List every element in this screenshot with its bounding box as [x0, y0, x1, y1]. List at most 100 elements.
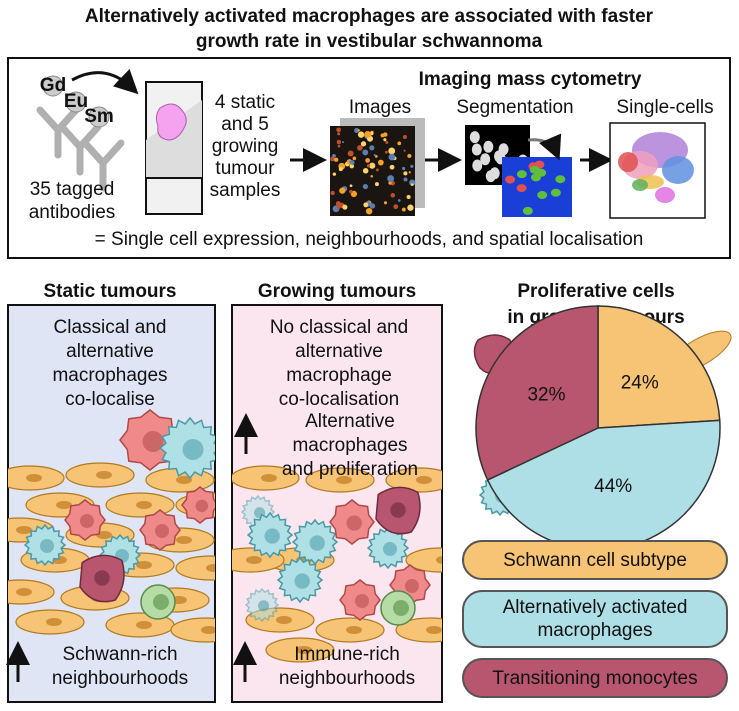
seg-cell — [555, 175, 566, 184]
speckle — [370, 174, 374, 178]
panel-title: Static tumours — [43, 281, 176, 302]
nucleus — [46, 618, 62, 626]
panel-finding: neighbourhoods — [279, 668, 415, 689]
nucleus — [276, 616, 292, 624]
schwann-cell — [395, 617, 442, 643]
panel-description: No classical and — [270, 317, 408, 338]
speckle — [390, 193, 396, 198]
panel-finding-top: macrophages — [292, 435, 407, 456]
growing-cells — [232, 465, 442, 663]
speckle — [362, 168, 369, 174]
panel-description: alternative — [295, 341, 383, 362]
legend-entry: Alternatively activated macrophages — [462, 590, 728, 648]
panel-description: co-localise — [65, 389, 155, 410]
umap-cluster — [632, 179, 648, 191]
step-label: Single-cells — [616, 97, 713, 118]
speckle — [363, 202, 369, 208]
nucleus — [264, 528, 280, 544]
slice-label: 24% — [621, 373, 659, 394]
tissue — [155, 103, 187, 141]
antibody-label: 35 tagged — [30, 179, 115, 200]
nucleus — [56, 501, 72, 509]
schwann-cell — [175, 555, 215, 581]
nucleus — [16, 588, 32, 596]
speckle — [350, 160, 355, 165]
seg-arrow — [527, 133, 562, 161]
antibody — [81, 139, 125, 192]
nucleus — [26, 474, 42, 482]
decorations — [36, 68, 732, 517]
nucleus — [309, 535, 325, 551]
speckle — [374, 155, 378, 158]
speckle — [342, 204, 348, 210]
samples-label: growing — [212, 136, 279, 157]
speckle — [352, 156, 357, 161]
seg-cell — [516, 170, 527, 179]
speckle — [387, 175, 395, 183]
speckle — [349, 163, 355, 169]
seg-nucleus — [483, 140, 494, 153]
nucleus — [405, 579, 419, 593]
nucleus — [80, 514, 94, 528]
pie-slice — [475, 305, 599, 481]
nucleus — [393, 600, 409, 616]
speckle — [403, 171, 408, 176]
step-label: Images — [349, 97, 411, 118]
nucleus — [294, 573, 310, 589]
speckle — [407, 204, 414, 211]
slice-label: 44% — [594, 476, 632, 497]
seg-cell — [537, 191, 548, 200]
schwann-cell — [385, 467, 442, 493]
panel-finding: Immune-rich — [294, 644, 400, 665]
pie-slice — [597, 305, 721, 429]
speckle — [347, 150, 354, 157]
schwann-cell — [405, 547, 442, 573]
speckle — [409, 179, 416, 186]
speckle — [336, 206, 341, 210]
workflow-heading: Imaging mass cytometry — [419, 69, 642, 90]
seg-cell — [536, 168, 547, 177]
seg-nucleus — [480, 153, 491, 166]
speckle — [406, 194, 411, 200]
nucleus — [206, 564, 215, 572]
speckle — [342, 141, 345, 144]
nucleus — [416, 476, 432, 484]
nucleus — [296, 646, 312, 654]
speckle — [349, 189, 353, 194]
umap-cluster — [662, 156, 694, 184]
summary: = Single cell expression, neighbourhoods… — [95, 229, 644, 250]
speckle — [384, 150, 388, 154]
speckle — [410, 164, 414, 168]
speckle — [357, 129, 360, 132]
nucleus — [201, 626, 215, 634]
isotope-label: Sm — [84, 106, 114, 127]
speckle — [332, 172, 337, 176]
seg-cell — [522, 206, 533, 215]
nucleus — [153, 594, 169, 610]
legend-entry: Schwann cell subtype — [462, 540, 728, 580]
seg-nucleus — [469, 131, 480, 144]
speckle — [397, 199, 401, 202]
panel-finding: neighbourhoods — [52, 668, 188, 689]
speckle — [402, 166, 406, 171]
title: growth rate in vestibular schwannoma — [196, 31, 543, 52]
speckle — [403, 149, 406, 152]
samples-label: 4 static — [215, 92, 275, 113]
speckle — [401, 207, 406, 212]
nucleus — [436, 556, 442, 564]
nucleus — [176, 536, 192, 544]
static-cells — [8, 409, 215, 643]
speckle — [388, 181, 392, 185]
speckle — [366, 164, 371, 168]
umap-cluster — [618, 152, 638, 172]
nucleus — [176, 476, 192, 484]
speckle — [365, 207, 373, 215]
speckle — [407, 153, 412, 159]
speckle — [380, 133, 385, 138]
speckle — [349, 184, 353, 188]
seg-nucleus — [489, 167, 500, 180]
speckle — [377, 159, 384, 166]
speckle — [383, 201, 388, 205]
speckle — [357, 131, 365, 138]
